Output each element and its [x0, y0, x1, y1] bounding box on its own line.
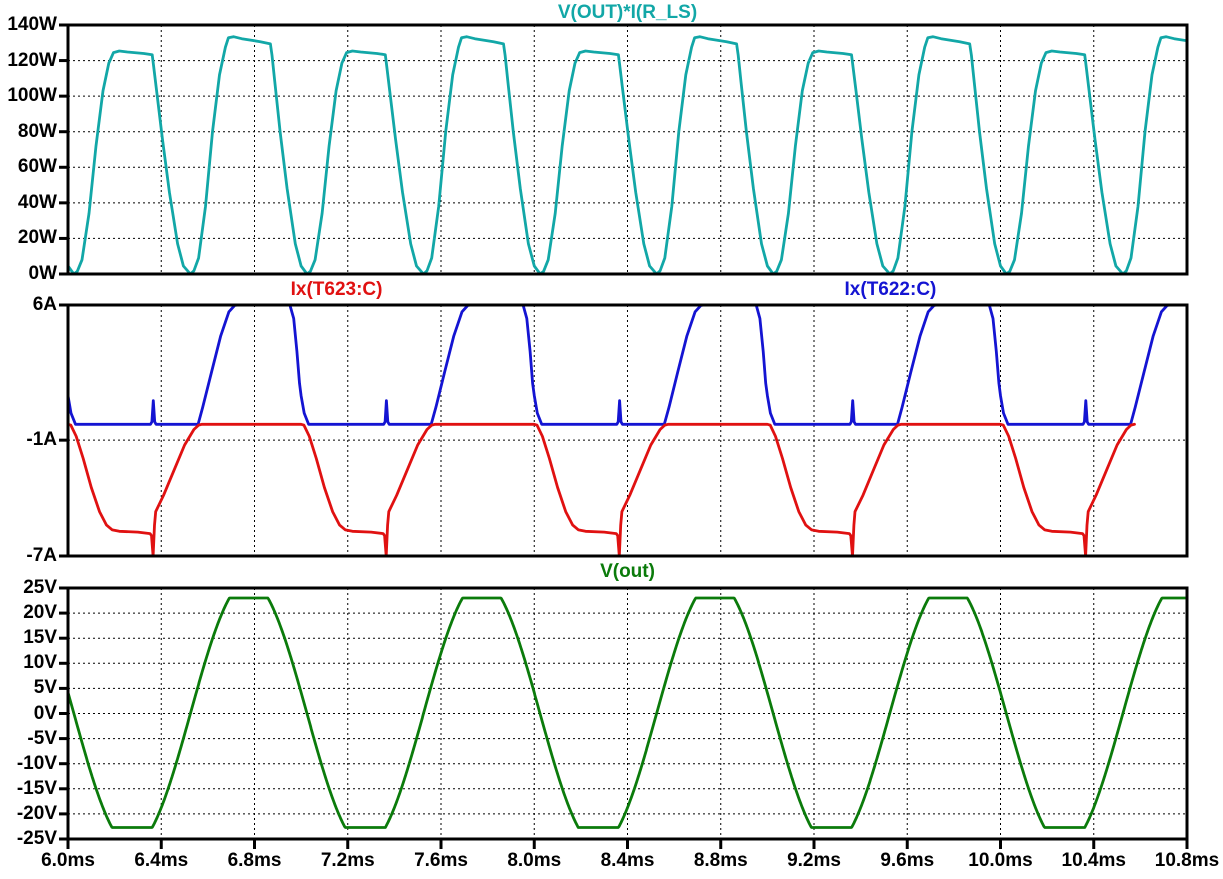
y-tick-label: 0V [33, 702, 57, 724]
y-tick-label: 140W [7, 14, 57, 35]
y-tick-label: 20W [17, 227, 57, 249]
pane-power [59, 23, 1189, 276]
trace-label-ix-t622[interactable]: Ix(T622:C) [844, 279, 937, 300]
pane-currents [59, 303, 1189, 558]
x-tick-label: 10.4ms [1061, 850, 1126, 871]
trace-v-out- [68, 596, 1187, 829]
x-tick-label: 7.6ms [414, 850, 468, 871]
x-tick-label: 10.0ms [968, 850, 1033, 871]
x-tick-label: 8.8ms [693, 850, 748, 871]
pane-border [66, 23, 1189, 276]
y-tick-label: -7A [26, 545, 57, 566]
y-tick-label: -20V [16, 802, 57, 824]
trace-label-vout[interactable]: V(out) [600, 561, 655, 582]
y-tick-label: 60W [17, 156, 57, 178]
y-tick-label: 6A [32, 294, 57, 315]
y-tick-label: 120W [7, 49, 57, 71]
y-tick-label: 15V [23, 627, 57, 649]
y-tick-label: 25V [23, 577, 57, 598]
x-tick-label: 10.8ms [1154, 850, 1220, 871]
trace-ix-t622-c- [68, 305, 1173, 426]
trace-label-ix-t623[interactable]: Ix(T623:C) [290, 279, 383, 300]
y-tick-label: -25V [16, 828, 57, 849]
trace-label-power[interactable]: V(OUT)*I(R_LS) [557, 2, 698, 23]
y-tick-label: 40W [17, 191, 57, 213]
x-tick-label: 9.6ms [880, 850, 935, 871]
x-tick-label: 6.0ms [41, 850, 95, 871]
y-tick-label: 0W [28, 263, 58, 284]
x-tick-label: 8.4ms [600, 850, 655, 871]
pane-voltage [59, 586, 1189, 841]
y-tick-label: 20V [23, 602, 57, 624]
y-tick-label: 5V [33, 677, 57, 699]
y-tick-label: -10V [16, 752, 57, 774]
y-tick-label: 100W [7, 85, 57, 107]
x-tick-label: 9.2ms [787, 850, 841, 871]
x-tick-label: 6.8ms [227, 850, 282, 871]
y-tick-label: -15V [16, 777, 57, 799]
pane-border [66, 303, 1189, 558]
trace-v-out-i-r-ls- [68, 35, 1187, 274]
y-tick-label: -1A [26, 429, 57, 451]
x-tick-label: 6.4ms [134, 850, 189, 871]
x-tick-label: 7.2ms [320, 850, 375, 871]
y-tick-label: 80W [17, 120, 57, 142]
y-tick-label: -5V [27, 727, 57, 749]
trace-ix-t623-c- [68, 422, 1136, 556]
x-tick-label: 8.0ms [507, 850, 562, 871]
y-tick-label: 10V [23, 652, 57, 674]
